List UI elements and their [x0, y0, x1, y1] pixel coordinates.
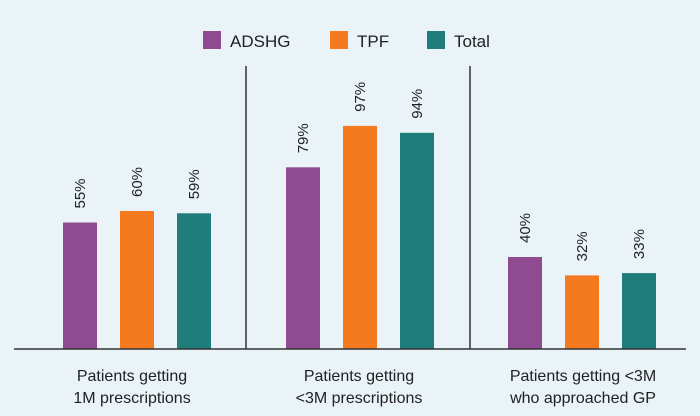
value-label-total-group-3: 33%	[631, 229, 648, 259]
legend-swatch-adshg	[203, 31, 221, 49]
bar-adshg-group-1	[63, 222, 97, 349]
bar-adshg-group-3	[508, 257, 542, 349]
value-label-adshg-group-2: 79%	[295, 123, 312, 153]
value-label-tpf-group-3: 32%	[574, 231, 591, 261]
bar-total-group-3	[622, 273, 656, 349]
legend-label-tpf: TPF	[357, 32, 389, 51]
legend-label-total: Total	[454, 32, 490, 51]
legend-label-adshg: ADSHG	[230, 32, 290, 51]
category-label-3-line-2: who approached GP	[509, 390, 656, 407]
category-labels: Patients getting 1M prescriptions Patien…	[73, 368, 656, 407]
bar-total-group-2	[400, 132, 434, 349]
value-label-tpf-group-1: 60%	[129, 167, 146, 197]
bar-tpf-group-2	[343, 125, 377, 350]
legend-swatch-tpf	[330, 31, 348, 49]
category-label-2-line-1: Patients getting	[304, 368, 414, 385]
bars	[63, 125, 656, 350]
value-label-tpf-group-2: 97%	[352, 82, 369, 112]
category-label-1-line-1: Patients getting	[77, 368, 187, 385]
bar-adshg-group-2	[286, 167, 320, 349]
legend-swatch-total	[427, 31, 445, 49]
legend: ADSHG TPF Total	[203, 31, 490, 51]
bar-tpf-group-3	[565, 275, 599, 349]
value-labels: 55% 60% 59% 79% 97% 94% 40% 32% 33%	[72, 82, 648, 262]
value-label-adshg-group-1: 55%	[72, 178, 89, 208]
category-label-2-line-2: <3M prescriptions	[296, 390, 423, 407]
bar-tpf-group-1	[120, 211, 154, 349]
category-label-1-line-2: 1M prescriptions	[73, 390, 190, 407]
value-label-total-group-2: 94%	[409, 89, 426, 119]
value-label-adshg-group-3: 40%	[517, 213, 534, 243]
category-label-3-line-1: Patients getting <3M	[510, 368, 656, 385]
bar-total-group-1	[177, 213, 211, 349]
value-label-total-group-1: 59%	[186, 169, 203, 199]
